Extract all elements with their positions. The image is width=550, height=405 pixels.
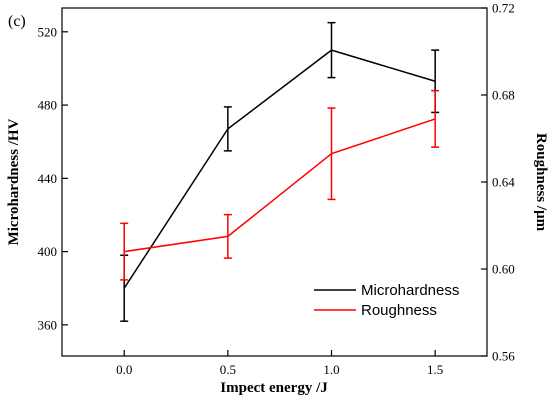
panel-label: (c) xyxy=(8,13,26,30)
right-y-tick-label: 0.56 xyxy=(492,349,515,364)
legend: Microhardness Roughness xyxy=(314,282,459,319)
roughness-error-bar xyxy=(431,89,440,148)
roughness-error-bar xyxy=(327,107,336,201)
right-y-tick-label: 0.68 xyxy=(492,88,515,103)
x-tick-label: 1.5 xyxy=(427,362,443,377)
left-y-tick-label: 480 xyxy=(38,98,58,113)
x-axis-title: Impect energy /J xyxy=(220,380,328,396)
right-y-tick-label: 0.60 xyxy=(492,262,515,277)
left-y-tick-label: 360 xyxy=(38,317,58,332)
roughness-error-bar xyxy=(223,213,232,259)
left-y-tick-label: 400 xyxy=(38,244,58,259)
x-tick-label: 0.0 xyxy=(116,362,132,377)
roughness-line xyxy=(124,118,436,253)
legend-label-roughness: Roughness xyxy=(361,302,437,319)
right-y-axis-title: Roughness /μm xyxy=(533,133,549,232)
x-axis: 0.0 0.5 1.0 1.5 xyxy=(116,350,443,377)
right-y-axis: 0.56 0.60 0.64 0.68 0.72 xyxy=(481,1,515,364)
left-y-tick-label: 440 xyxy=(38,171,58,186)
right-y-tick-label: 0.72 xyxy=(492,1,515,16)
legend-label-microhardness: Microhardness xyxy=(361,282,459,299)
microhardness-error-bar xyxy=(327,21,336,79)
left-y-axis-title: Microhardness /HV xyxy=(6,118,22,245)
x-tick-label: 1.0 xyxy=(323,362,339,377)
x-tick-label: 0.5 xyxy=(220,362,236,377)
left-y-axis: 360 400 440 480 520 xyxy=(38,24,68,332)
microhardness-error-bar xyxy=(223,106,232,152)
microhardness-line xyxy=(123,49,436,289)
roughness-error-bar xyxy=(120,222,129,281)
series-layer xyxy=(120,21,440,322)
left-y-tick-label: 520 xyxy=(38,24,58,39)
right-y-tick-label: 0.64 xyxy=(492,175,515,190)
